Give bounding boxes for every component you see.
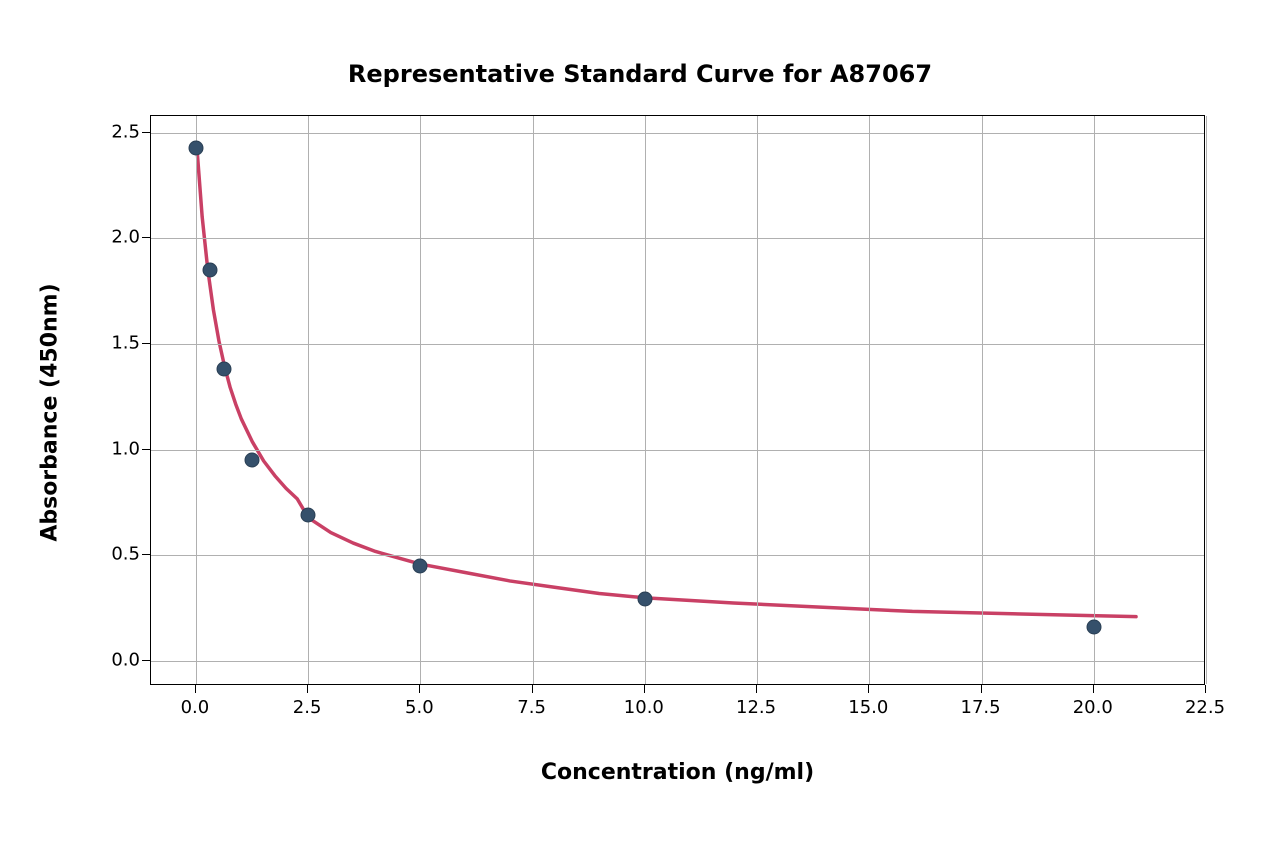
x-axis-label: Concentration (ng/ml)	[150, 760, 1205, 785]
data-point	[216, 362, 231, 377]
y-tick-label: 0.5	[100, 544, 140, 565]
grid-line-horizontal	[151, 133, 1204, 134]
x-tick	[1093, 685, 1094, 693]
x-tick-label: 20.0	[1073, 697, 1113, 718]
grid-line-vertical	[420, 116, 421, 684]
y-tick	[142, 660, 150, 661]
x-tick-label: 12.5	[736, 697, 776, 718]
y-tick	[142, 449, 150, 450]
grid-line-vertical	[308, 116, 309, 684]
grid-line-vertical	[1094, 116, 1095, 684]
y-tick	[142, 554, 150, 555]
data-point	[202, 263, 217, 278]
grid-line-horizontal	[151, 450, 1204, 451]
x-tick	[307, 685, 308, 693]
grid-line-vertical	[1206, 116, 1207, 684]
data-point	[301, 508, 316, 523]
chart-title: Representative Standard Curve for A87067	[0, 60, 1280, 88]
x-tick	[419, 685, 420, 693]
y-tick-label: 1.5	[100, 333, 140, 354]
x-tick	[532, 685, 533, 693]
grid-line-vertical	[982, 116, 983, 684]
x-tick	[195, 685, 196, 693]
y-tick-label: 2.5	[100, 121, 140, 142]
grid-line-horizontal	[151, 344, 1204, 345]
x-tick	[868, 685, 869, 693]
data-point	[188, 140, 203, 155]
x-tick-label: 22.5	[1185, 697, 1225, 718]
x-tick-label: 5.0	[405, 697, 434, 718]
y-tick-label: 2.0	[100, 227, 140, 248]
x-tick	[1205, 685, 1206, 693]
x-tick-label: 7.5	[517, 697, 546, 718]
grid-line-vertical	[533, 116, 534, 684]
data-point	[1086, 619, 1101, 634]
plot-area	[150, 115, 1205, 685]
x-tick	[644, 685, 645, 693]
x-tick-label: 0.0	[181, 697, 210, 718]
grid-line-vertical	[757, 116, 758, 684]
y-tick-label: 1.0	[100, 438, 140, 459]
data-point	[245, 453, 260, 468]
x-tick-label: 2.5	[293, 697, 322, 718]
grid-line-horizontal	[151, 238, 1204, 239]
y-tick	[142, 237, 150, 238]
x-tick-label: 10.0	[624, 697, 664, 718]
x-tick-label: 17.5	[960, 697, 1000, 718]
grid-line-horizontal	[151, 661, 1204, 662]
grid-line-horizontal	[151, 555, 1204, 556]
x-tick	[756, 685, 757, 693]
y-tick	[142, 343, 150, 344]
data-point	[413, 558, 428, 573]
data-point	[637, 592, 652, 607]
y-tick-label: 0.0	[100, 649, 140, 670]
grid-line-vertical	[869, 116, 870, 684]
y-tick	[142, 132, 150, 133]
chart-container: Representative Standard Curve for A87067…	[0, 0, 1280, 845]
x-tick-label: 15.0	[848, 697, 888, 718]
y-axis-label: Absorbance (450nm)	[38, 263, 63, 563]
x-tick	[981, 685, 982, 693]
grid-line-vertical	[196, 116, 197, 684]
